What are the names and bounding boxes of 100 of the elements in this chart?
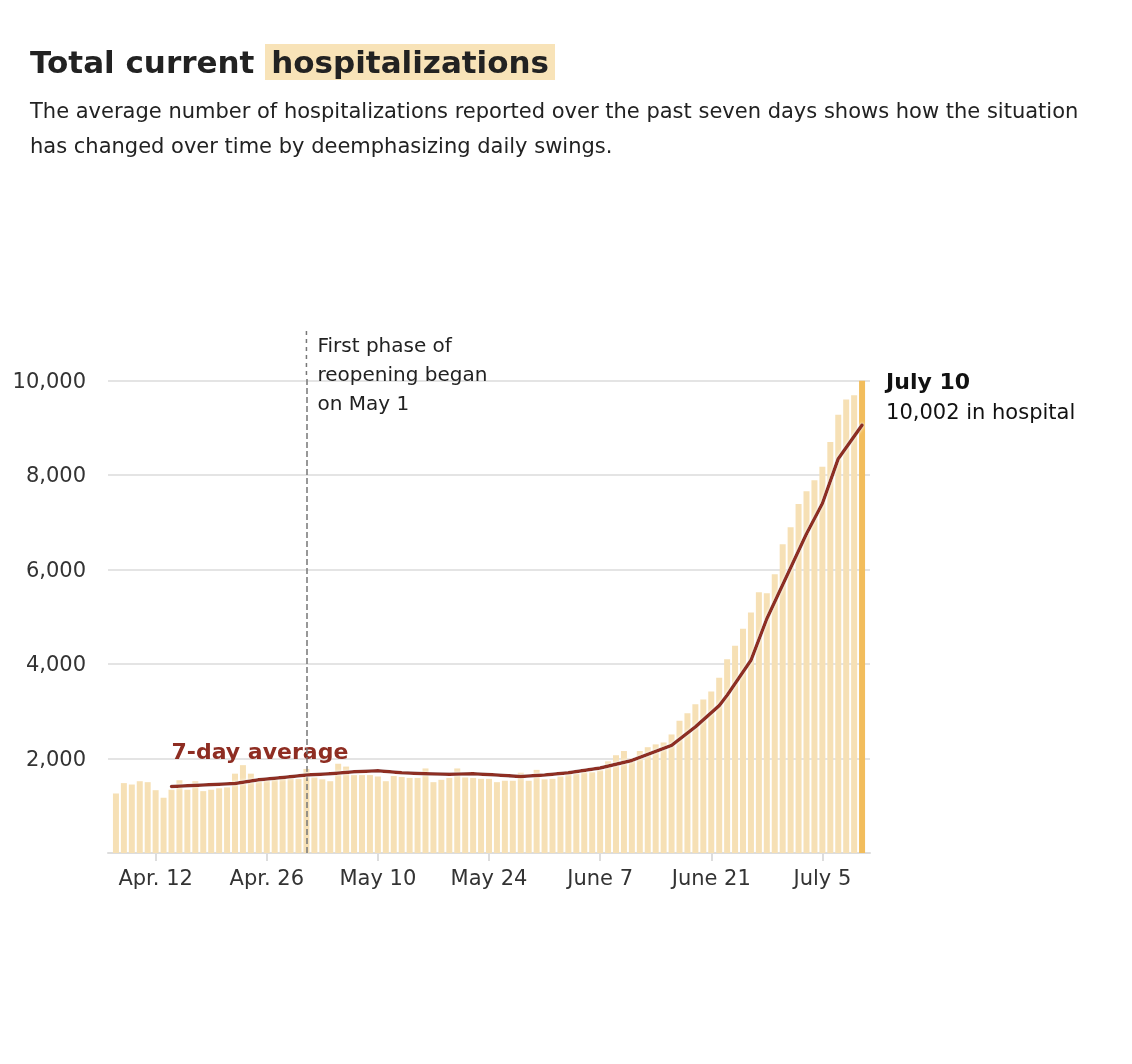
bar [533, 769, 540, 853]
chart-subtitle: The average number of hospitalizations reported over the past seven days shows how the situation has changed over time by deemphasizing daily swings. [29, 98, 1080, 160]
bar [462, 777, 469, 853]
bar [351, 775, 358, 853]
bar [112, 793, 119, 853]
x-tick-label: Apr. 26 [229, 865, 304, 890]
bar [501, 780, 508, 853]
bar [613, 755, 619, 853]
bar [216, 788, 223, 853]
bar [120, 783, 127, 853]
bar [224, 787, 231, 853]
bar [311, 777, 318, 853]
bar [232, 773, 238, 853]
bar [160, 797, 167, 853]
bar [541, 779, 548, 853]
bar [287, 778, 294, 853]
bar [144, 782, 151, 853]
bar [525, 780, 532, 853]
bar [184, 789, 191, 853]
bar [644, 747, 651, 853]
bar [152, 790, 159, 853]
bar [247, 773, 254, 853]
bar [517, 772, 524, 853]
line-series [169, 423, 864, 789]
bar [470, 777, 477, 853]
bar [763, 593, 770, 853]
bar [652, 744, 659, 853]
chart-title: Total current hospitalizations [30, 44, 551, 80]
x-tick-label: Apr. 12 [118, 865, 193, 890]
bar [660, 742, 667, 853]
bar [255, 781, 262, 853]
bar [192, 781, 199, 853]
bar [279, 777, 286, 853]
x-tick-label: July 5 [791, 865, 852, 890]
bar [200, 791, 207, 853]
y-tick-label: 2,000 [25, 746, 86, 771]
bar [509, 780, 516, 853]
bar [787, 527, 794, 853]
bar [319, 779, 326, 853]
bar [620, 750, 627, 853]
ref-line-label: First phase of reopening began on May 1 [317, 332, 494, 415]
bar [478, 778, 485, 853]
bar [581, 772, 588, 853]
bar [700, 699, 707, 853]
bar [795, 503, 802, 853]
bar [438, 779, 445, 853]
bar [692, 704, 699, 853]
bar [716, 677, 723, 853]
bar [486, 778, 492, 853]
bar [454, 768, 461, 853]
y-tick-label: 8,000 [25, 463, 86, 488]
bar [668, 734, 675, 853]
bar [271, 779, 278, 853]
bar [335, 763, 342, 853]
bar [493, 782, 500, 853]
bar [843, 399, 850, 853]
x-tick-label: May 10 [339, 865, 417, 890]
bar [136, 781, 143, 853]
bar [366, 775, 373, 853]
bar [732, 645, 739, 853]
bar [755, 592, 762, 853]
bar [343, 766, 350, 853]
x-tick-label: June 7 [565, 865, 634, 890]
x-tick-label: May 24 [450, 865, 528, 890]
bar [747, 612, 754, 853]
y-tick-label: 6,000 [25, 557, 86, 582]
bar [390, 776, 397, 853]
bar [605, 761, 612, 853]
bar [565, 774, 572, 853]
bar [851, 395, 858, 853]
bar [263, 779, 270, 853]
bar [740, 628, 746, 853]
bar [628, 758, 635, 853]
bar [374, 776, 381, 853]
bar [779, 544, 786, 853]
series-label: 7-day average [171, 738, 349, 764]
bar [819, 466, 826, 853]
bar [327, 781, 334, 853]
bar [446, 777, 453, 853]
bar [382, 781, 389, 853]
bar [724, 659, 731, 853]
bar [827, 442, 834, 853]
bar [597, 770, 604, 853]
bar [835, 414, 842, 853]
bar [859, 380, 866, 853]
bar [771, 574, 778, 853]
bar [359, 775, 365, 853]
bar [573, 773, 580, 853]
bar [414, 777, 421, 853]
y-tick-label: 10,000 [12, 368, 86, 393]
bar [708, 691, 715, 853]
annotation: July 10 10,002 in hospital [884, 369, 1076, 424]
y-tick-label: 4,000 [25, 652, 86, 677]
bar [406, 777, 413, 853]
bar [398, 776, 405, 853]
bar [636, 750, 643, 853]
bar [589, 772, 596, 853]
bar [239, 765, 246, 853]
x-tick-label: June 21 [669, 865, 751, 890]
bar [128, 784, 135, 853]
